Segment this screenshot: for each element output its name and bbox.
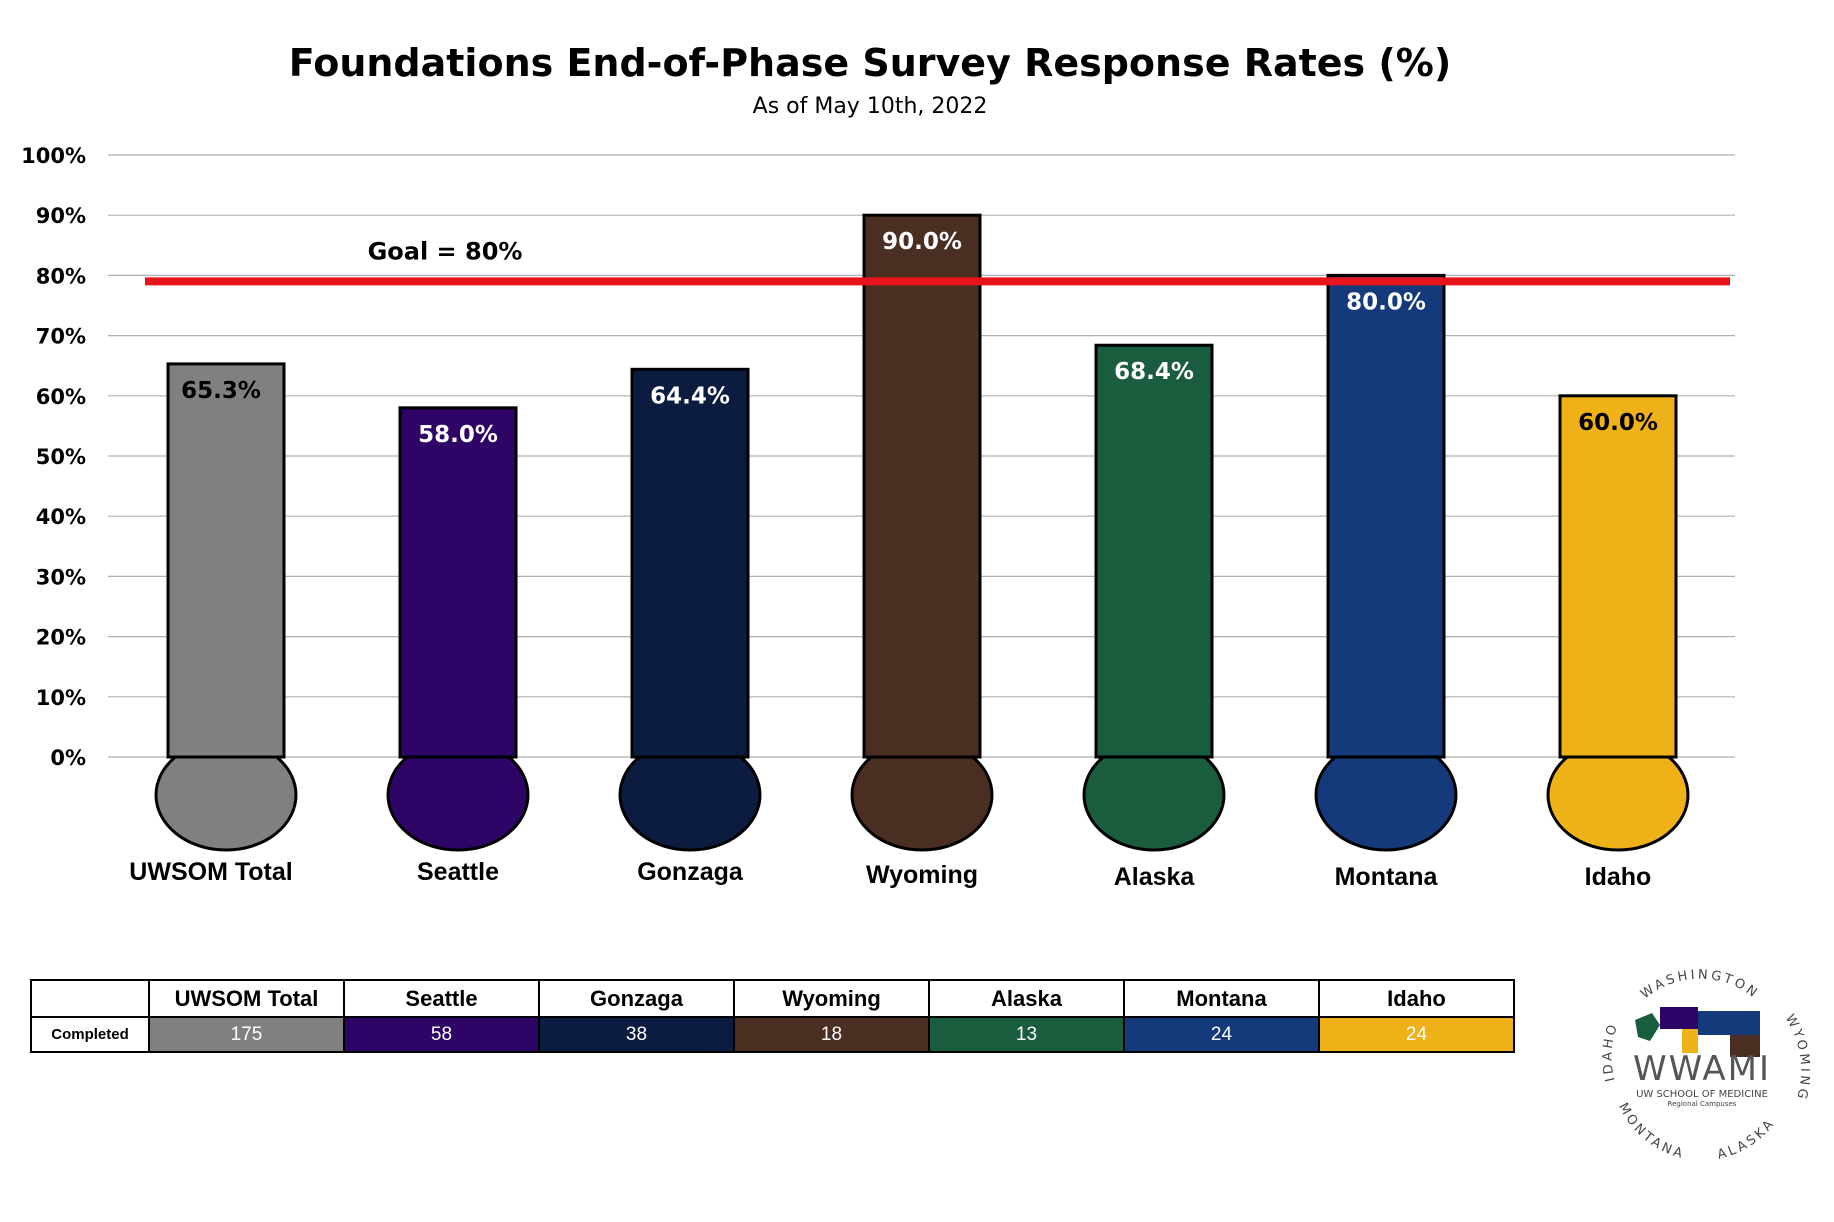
table-row-label: Completed: [30, 1016, 150, 1053]
y-tick-label: 10%: [36, 686, 86, 710]
table-row: Completed 175 58 38 18 13 24 24: [30, 1016, 1515, 1053]
table-cell: 175: [148, 1016, 345, 1053]
table-cell: 18: [733, 1016, 930, 1053]
bar: [630, 367, 750, 759]
table-header-cell: Montana: [1123, 979, 1320, 1018]
category-labels: UWSOM Total Seattle Gonzaga Wyoming Alaska Mo…: [129, 858, 1651, 891]
logo-ring-wyoming: WYOMING: [1782, 1012, 1810, 1103]
table-corner-cell: [30, 979, 150, 1018]
data-labels: 65.3% 58.0% 64.4% 90.0% 68.4% 80.0% 60.0%: [181, 229, 1658, 448]
category-label: Seattle: [417, 858, 499, 886]
y-tick-label: 0%: [50, 746, 86, 770]
y-tick-label: 50%: [36, 445, 86, 469]
map-montana-shape: [1698, 1011, 1760, 1035]
y-tick-label: 20%: [36, 626, 86, 650]
map-alaska-shape: [1635, 1013, 1660, 1041]
bar: [862, 213, 982, 759]
goal-line-group: Goal = 80%: [145, 237, 1730, 286]
map-washington-shape: [1660, 1007, 1698, 1029]
y-tick-label: 100%: [21, 144, 86, 168]
y-tick-label: 60%: [36, 385, 86, 409]
y-tick-label: 80%: [36, 264, 86, 288]
data-label: 64.4%: [650, 383, 730, 409]
table-header-cell: Wyoming: [733, 979, 930, 1018]
data-label: 60.0%: [1578, 410, 1658, 436]
y-tick-label: 90%: [36, 204, 86, 228]
logo-ring-idaho: IDAHO: [1601, 1020, 1622, 1082]
chart-subtitle: As of May 10th, 2022: [753, 94, 988, 119]
goal-label: Goal = 80%: [368, 237, 523, 265]
y-tick-label: 70%: [36, 325, 86, 349]
map-idaho-shape: [1682, 1029, 1698, 1053]
region-map-icon: [1635, 1007, 1760, 1057]
bar: [166, 362, 286, 759]
bar: [1558, 394, 1678, 759]
table-header-cell: Gonzaga: [538, 979, 735, 1018]
category-label: Alaska: [1114, 863, 1196, 891]
wwami-logo: WASHINGTON WYOMING IDAHO MONTANA ALASKA …: [1601, 968, 1810, 1163]
table-header-cell: UWSOM Total: [148, 979, 345, 1018]
bar: [398, 406, 518, 759]
y-tick-label: 30%: [36, 565, 86, 589]
bars: [154, 213, 1690, 852]
data-label: 58.0%: [418, 422, 498, 448]
bar: [1094, 343, 1214, 759]
category-label: Idaho: [1585, 863, 1652, 891]
table-cell: 58: [343, 1016, 540, 1053]
logo-ring-washington: WASHINGTON: [1638, 968, 1762, 1003]
table-cell: 24: [1123, 1016, 1320, 1053]
data-label: 68.4%: [1114, 359, 1194, 385]
table-header-cell: Alaska: [928, 979, 1125, 1018]
data-label: 80.0%: [1346, 289, 1426, 315]
logo-wordmark: WWAMI: [1633, 1049, 1771, 1089]
table-header-cell: Seattle: [343, 979, 540, 1018]
table-header-row: UWSOM Total Seattle Gonzaga Wyoming Alas…: [30, 979, 1515, 1018]
bar: [1326, 273, 1446, 759]
category-label: Montana: [1335, 863, 1439, 891]
table-cell: 24: [1318, 1016, 1515, 1053]
category-label: UWSOM Total: [129, 858, 292, 886]
category-label: Wyoming: [866, 861, 978, 889]
chart-title: Foundations End-of-Phase Survey Response…: [289, 41, 1451, 85]
category-label: Gonzaga: [637, 858, 744, 886]
table-cell: 38: [538, 1016, 735, 1053]
logo-ring-alaska: ALASKA: [1716, 1115, 1779, 1162]
table-cell: 13: [928, 1016, 1125, 1053]
logo-school-line: UW SCHOOL OF MEDICINE: [1636, 1089, 1768, 1100]
data-label: 65.3%: [181, 378, 261, 404]
table-header-cell: Idaho: [1318, 979, 1515, 1018]
y-tick-label: 40%: [36, 505, 86, 529]
logo-ring-montana: MONTANA: [1615, 1100, 1687, 1162]
data-label: 90.0%: [882, 229, 962, 255]
completed-table: UWSOM Total Seattle Gonzaga Wyoming Alas…: [30, 979, 1515, 1053]
chart: Foundations End-of-Phase Survey Response…: [21, 41, 1735, 891]
y-axis-ticks: 0% 10% 20% 30% 40% 50% 60% 70% 80% 90% 100%: [21, 144, 86, 770]
map-wyoming-shape: [1730, 1035, 1760, 1057]
logo-campus-line: Regional Campuses: [1668, 1100, 1737, 1108]
